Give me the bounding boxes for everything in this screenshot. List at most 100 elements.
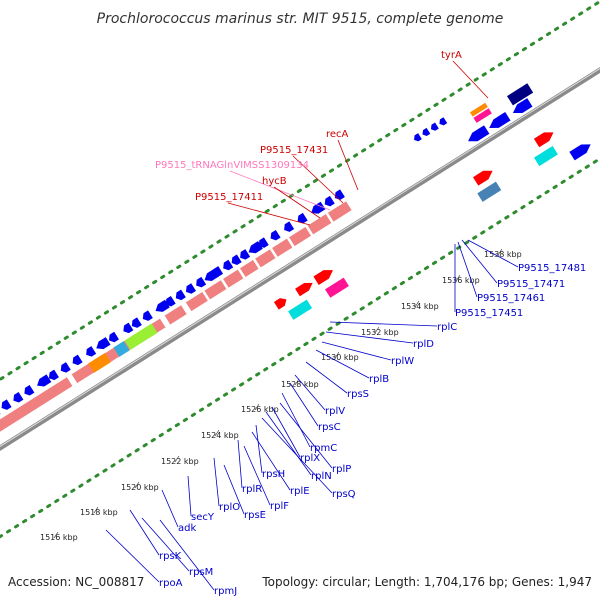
- blue-gene-reverse: [142, 310, 153, 321]
- pink-gene-block: [288, 226, 312, 247]
- blue-gene-reverse: [258, 237, 269, 248]
- reverse-label-leader: [187, 475, 192, 517]
- cyan-gene: [533, 145, 558, 167]
- genome-backbone: [0, 67, 600, 451]
- blue-gene-reverse: [60, 362, 71, 373]
- tick-mark: [294, 378, 300, 386]
- reverse-gene-label: rpmC: [310, 443, 337, 454]
- reverse-label-leader: [271, 406, 301, 458]
- pink-gene-block: [185, 291, 209, 312]
- reverse-label-leader: [281, 392, 311, 448]
- reverse-gene-label: rplR: [242, 484, 262, 495]
- blue-gene-reverse: [48, 369, 59, 381]
- tick-label: 1516 kbp: [40, 533, 78, 542]
- reverse-gene-label: rplW: [391, 356, 414, 367]
- blue-gene-reverse: [311, 201, 326, 214]
- map-title: Prochlorococcus marinus str. MIT 9515, c…: [97, 11, 504, 27]
- reverse-gene-label: rpsS: [347, 389, 369, 400]
- blue-gene-forward: [569, 144, 591, 161]
- tick-label: 1530 kbp: [321, 353, 359, 362]
- reverse-gene-label: rpsH: [262, 469, 285, 480]
- blue-gene-reverse: [86, 346, 97, 357]
- inner-dotted-track: [0, 0, 600, 382]
- orange-gene: [469, 102, 488, 117]
- reverse-gene-label: rplF: [270, 501, 289, 512]
- tick-label: 1536 kbp: [442, 276, 480, 285]
- tick-mark: [93, 506, 99, 514]
- reverse-gene-label: P9515_17451: [455, 308, 523, 319]
- pink-gene-block: [163, 304, 188, 326]
- reverse-label-leader: [457, 241, 478, 298]
- reverse-label-leader: [265, 411, 312, 476]
- blue-gene-reverse: [324, 195, 335, 207]
- reverse-gene-label: P9515_17461: [477, 293, 545, 304]
- reverse-label-leader: [251, 431, 291, 491]
- tick-mark: [214, 429, 220, 437]
- reverse-label-leader: [261, 417, 333, 494]
- tick-label: 1524 kbp: [201, 431, 239, 440]
- reverse-gene-label: rplC: [437, 322, 457, 333]
- blue-gene-reverse: [240, 249, 251, 260]
- tick-mark: [455, 274, 461, 282]
- reverse-gene-label: rplP: [332, 464, 351, 475]
- reverse-gene-label: rplX: [300, 453, 320, 464]
- forward-label-leader: [229, 170, 331, 211]
- tick-mark: [53, 531, 59, 539]
- reverse-label-leader: [467, 239, 519, 268]
- forward-gene-label: tyrA: [441, 50, 462, 61]
- pink-gene-block: [222, 268, 245, 289]
- forward-gene-label: P9515_17411: [195, 192, 263, 203]
- reverse-gene-label: P9515_17481: [518, 263, 586, 274]
- accession-text: Accession: NC_008817: [8, 575, 144, 589]
- reverse-label-leader: [329, 321, 438, 327]
- blue-gene-reverse: [422, 127, 431, 137]
- blue-gene-reverse: [489, 111, 511, 128]
- blue-gene-reverse: [270, 229, 281, 241]
- pink-gene-block: [0, 376, 74, 440]
- reverse-label-leader: [325, 331, 414, 344]
- red-gene: [472, 170, 493, 186]
- blue-gene-reverse: [223, 259, 234, 271]
- tick-label: 1518 kbp: [80, 508, 118, 517]
- forward-label-leader: [227, 202, 311, 226]
- magenta-gene: [473, 108, 492, 123]
- tick-mark: [174, 455, 180, 463]
- blue-gene-reverse: [185, 283, 196, 294]
- cyan-gene-reverse: [113, 341, 130, 357]
- tick-label: 1522 kbp: [161, 457, 199, 466]
- red-gene: [273, 298, 287, 310]
- reverse-label-leader: [243, 445, 271, 506]
- reverse-label-leader: [213, 457, 220, 507]
- reverse-gene-label: rplN: [311, 471, 332, 482]
- reverse-gene-label: rpsK: [159, 551, 182, 562]
- forward-label-leader: [292, 155, 344, 204]
- blue-gene-reverse: [297, 212, 308, 224]
- tick-mark: [254, 403, 260, 411]
- pink-gene-block: [271, 237, 294, 258]
- reverse-gene-label: rplE: [290, 486, 310, 497]
- navy-gene: [506, 83, 534, 106]
- pink-gene-block: [306, 213, 333, 236]
- blue-gene-reverse: [284, 221, 295, 232]
- reverse-label-leader: [223, 464, 245, 515]
- reverse-label-leader: [105, 529, 160, 583]
- tick-label: 1526 kbp: [241, 405, 279, 414]
- tick-label: 1534 kbp: [401, 302, 439, 311]
- blue-gene-reverse: [213, 266, 224, 277]
- tick-label: 1520 kbp: [121, 483, 159, 492]
- pink-gene-block: [239, 259, 260, 278]
- magenta-gene: [325, 277, 349, 298]
- tick-layer: 1516 kbp 1518 kbp 1520 kbp 1522 kbp 1524 kbp…: [40, 248, 522, 542]
- tick-label: 1528 kbp: [281, 380, 319, 389]
- blue-gene-reverse: [108, 331, 119, 343]
- tick-mark: [374, 326, 380, 334]
- green-gene: [124, 323, 158, 350]
- reverse-gene-label: adk: [178, 523, 196, 534]
- tick-mark: [334, 351, 340, 359]
- blue-gene-reverse: [37, 374, 52, 387]
- reverse-label-leader: [294, 374, 326, 411]
- reverse-gene-label: rpsC: [318, 422, 341, 433]
- forward-gene-label: P9515_17431: [260, 145, 328, 156]
- forward-label-leader: [337, 139, 359, 191]
- blue-gene-reverse: [334, 189, 345, 200]
